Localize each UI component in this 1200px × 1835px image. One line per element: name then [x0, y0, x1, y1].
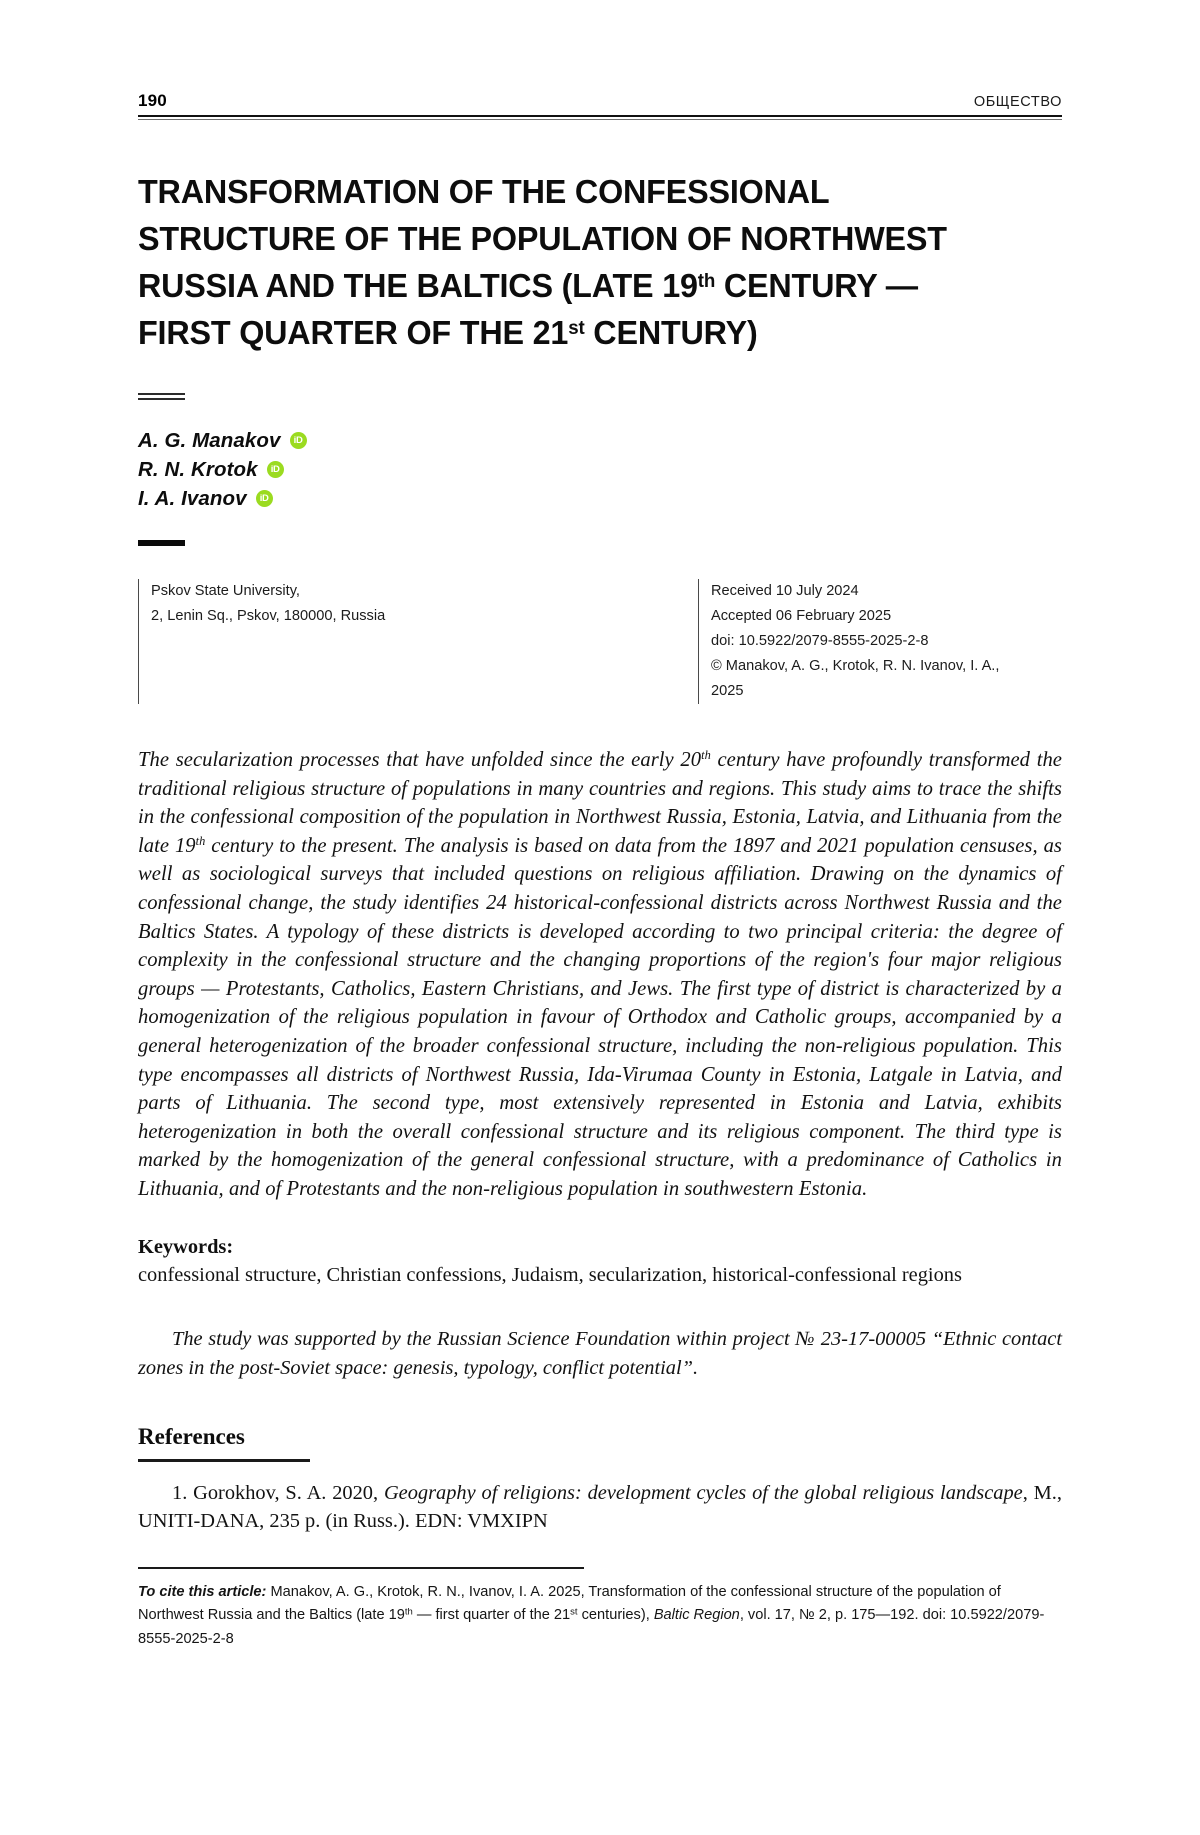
abstract-sup-1: th: [701, 748, 711, 762]
references-section: References 1. Gorokhov, S. A. 2020, Geog…: [138, 1383, 1062, 1536]
metadata-block: Pskov State University, 2, Lenin Sq., Ps…: [138, 579, 1062, 704]
citation-sup-st: st: [570, 1606, 577, 1617]
title-divider: [138, 393, 185, 400]
reference-item: 1. Gorokhov, S. A. 2020, Geography of re…: [138, 1479, 1062, 1536]
abstract-part-1: The secularization processes that have u…: [138, 749, 701, 771]
funding-statement: The study was supported by the Russian S…: [138, 1325, 1062, 1383]
abstract-sup-2: th: [196, 834, 206, 848]
orcid-icon[interactable]: iD: [256, 490, 273, 507]
orcid-icon[interactable]: iD: [267, 461, 284, 478]
citation-block: To cite this article: Manakov, A. G., Kr…: [138, 1581, 1062, 1652]
author-name: R. N. Krotok: [138, 458, 258, 482]
page-title: TRANSFORMATION OF THE CONFESSIONAL STRUC…: [138, 169, 1030, 357]
journal-article-page: 190 ОБЩЕСТВО TRANSFORMATION OF THE CONFE…: [0, 0, 1200, 1835]
author-name: I. A. Ivanov: [138, 487, 247, 511]
title-line-4b: CENTURY): [585, 315, 758, 352]
author-entry: I. A. Ivanov iD: [138, 484, 1062, 513]
abstract-text: The secularization processes that have u…: [138, 746, 1062, 1204]
copyright-line-2: 2025: [711, 679, 1041, 704]
orcid-icon-label: iD: [260, 494, 269, 504]
citation-divider: [138, 1567, 584, 1569]
author-name: A. G. Manakov: [138, 429, 281, 453]
copyright-line-1: © Manakov, A. G., Krotok, R. N. Ivanov, …: [711, 654, 1041, 679]
references-heading: References: [138, 1423, 310, 1462]
running-head: 190 ОБЩЕСТВО: [138, 0, 1062, 109]
author-entry: R. N. Krotok iD: [138, 455, 1062, 484]
reference-title: Geography of religions: development cycl…: [384, 1482, 1023, 1504]
citation-part-2: — first quarter of the 21: [413, 1607, 570, 1623]
section-label: ОБЩЕСТВО: [974, 95, 1062, 110]
title-line-3a: RUSSIA AND THE BALTICS (LATE 19: [138, 268, 698, 305]
orcid-icon-label: iD: [271, 465, 280, 475]
citation-journal-name: Baltic Region: [654, 1607, 740, 1623]
affiliation-line-2: 2, Lenin Sq., Pskov, 180000, Russia: [151, 604, 581, 629]
received-date: Received 10 July 2024: [711, 579, 1041, 604]
author-list: A. G. Manakov iD R. N. Krotok iD I. A. I…: [138, 426, 1062, 513]
abstract-part-3: century to the present. The analysis is …: [138, 835, 1062, 1200]
running-head-rule: [138, 115, 1062, 120]
citation-part-3: centuries),: [578, 1607, 654, 1623]
citation-label: To cite this article:: [138, 1584, 266, 1600]
author-divider: [138, 540, 185, 546]
publication-dates-block: Received 10 July 2024 Accepted 06 Februa…: [698, 579, 1041, 704]
orcid-icon-label: iD: [294, 436, 303, 446]
keywords-heading: Keywords:: [138, 1234, 1062, 1261]
affiliation-block: Pskov State University, 2, Lenin Sq., Ps…: [138, 579, 581, 704]
reference-prefix: 1. Gorokhov, S. A. 2020,: [172, 1482, 384, 1504]
page-number: 190: [138, 92, 167, 109]
title-sup-th: th: [698, 270, 715, 292]
title-line-4a: FIRST QUARTER OF THE 21: [138, 315, 568, 352]
affiliation-line-1: Pskov State University,: [151, 579, 581, 604]
keywords-list: confessional structure, Christian confes…: [138, 1261, 1062, 1289]
keywords-block: Keywords: confessional structure, Christ…: [138, 1234, 1062, 1289]
accepted-date: Accepted 06 February 2025: [711, 604, 1041, 629]
title-line-2: STRUCTURE OF THE POPULATION OF NORTHWEST: [138, 221, 947, 258]
title-sup-st: st: [568, 317, 584, 339]
title-line-1: TRANSFORMATION OF THE CONFESSIONAL: [138, 174, 829, 211]
citation-sup-th: th: [405, 1606, 413, 1617]
title-line-3b: CENTURY —: [715, 268, 918, 305]
doi-text[interactable]: doi: 10.5922/2079-8555-2025-2-8: [711, 629, 1041, 654]
orcid-icon[interactable]: iD: [290, 432, 307, 449]
author-entry: A. G. Manakov iD: [138, 426, 1062, 455]
